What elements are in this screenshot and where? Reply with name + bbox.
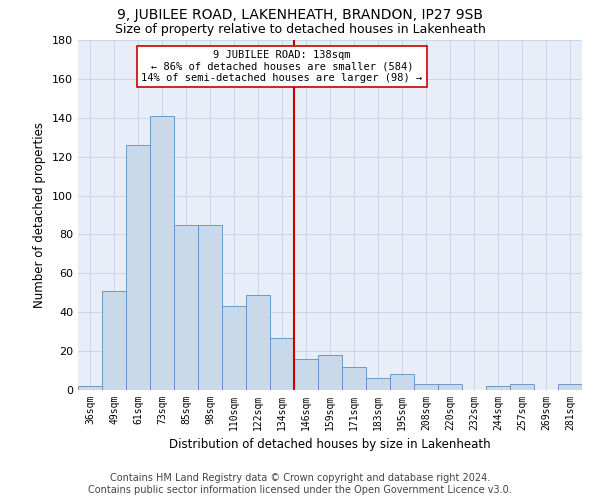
X-axis label: Distribution of detached houses by size in Lakenheath: Distribution of detached houses by size … — [169, 438, 491, 452]
Bar — [174, 224, 198, 390]
Bar — [390, 374, 414, 390]
Bar — [510, 384, 534, 390]
Bar — [270, 338, 294, 390]
Bar — [246, 294, 270, 390]
Bar — [102, 291, 126, 390]
Bar — [78, 386, 102, 390]
Bar — [318, 355, 342, 390]
Bar — [294, 359, 318, 390]
Bar — [342, 366, 366, 390]
Bar — [486, 386, 510, 390]
Bar — [366, 378, 390, 390]
Bar — [150, 116, 174, 390]
Text: Contains HM Land Registry data © Crown copyright and database right 2024.
Contai: Contains HM Land Registry data © Crown c… — [88, 474, 512, 495]
Bar — [198, 224, 222, 390]
Bar — [222, 306, 246, 390]
Bar — [438, 384, 462, 390]
Text: 9 JUBILEE ROAD: 138sqm
← 86% of detached houses are smaller (584)
14% of semi-de: 9 JUBILEE ROAD: 138sqm ← 86% of detached… — [142, 50, 422, 83]
Bar — [558, 384, 582, 390]
Bar — [414, 384, 438, 390]
Bar — [126, 145, 150, 390]
Y-axis label: Number of detached properties: Number of detached properties — [34, 122, 46, 308]
Text: Size of property relative to detached houses in Lakenheath: Size of property relative to detached ho… — [115, 22, 485, 36]
Text: 9, JUBILEE ROAD, LAKENHEATH, BRANDON, IP27 9SB: 9, JUBILEE ROAD, LAKENHEATH, BRANDON, IP… — [117, 8, 483, 22]
